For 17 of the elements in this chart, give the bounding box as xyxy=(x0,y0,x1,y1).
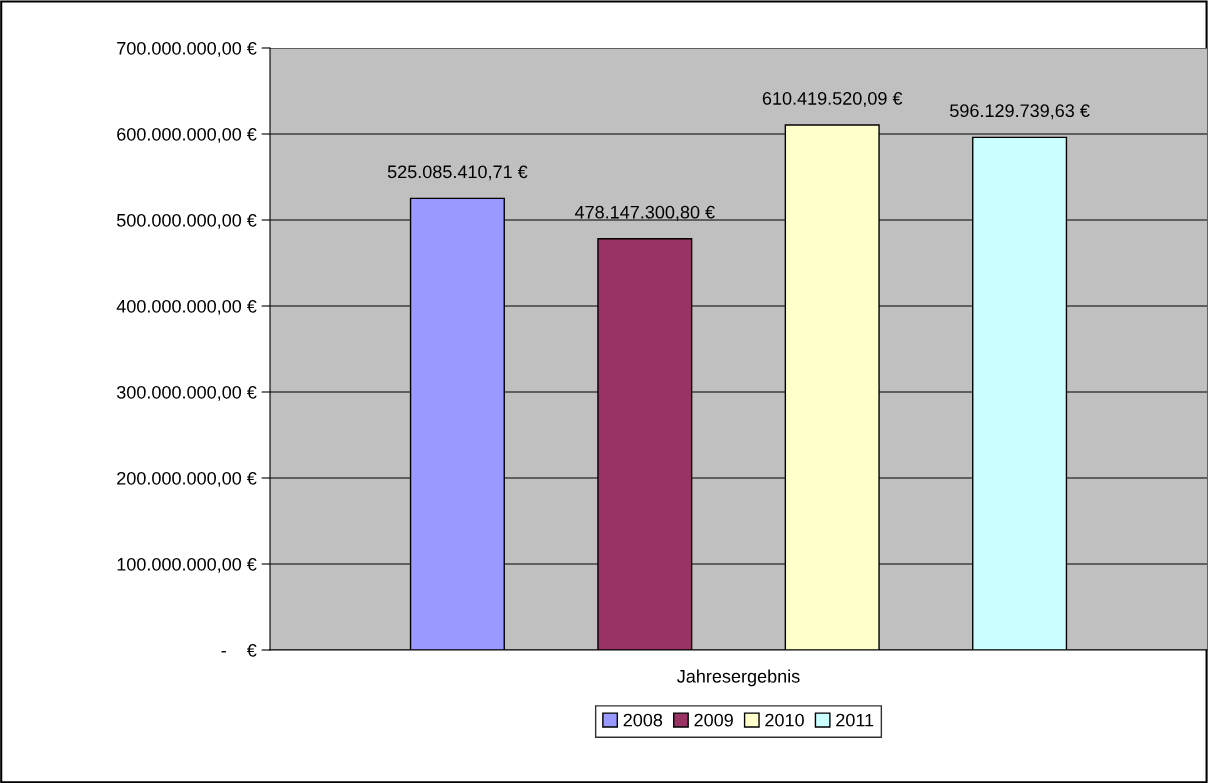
y-tick-label: - € xyxy=(221,643,257,657)
y-tick-label: 600.000.000,00 € xyxy=(117,127,257,143)
data-label: 596.129.739,63 € xyxy=(950,104,1090,120)
legend-label: 2008 xyxy=(623,713,663,727)
legend-label: 2011 xyxy=(836,713,874,727)
x-tick-label: Jahresergebnis xyxy=(677,669,800,687)
data-label: 525.085.410,71 € xyxy=(387,165,528,181)
legend-label: 2009 xyxy=(694,713,733,727)
y-tick-label: 500.000.000,00 € xyxy=(116,213,257,229)
legend-label: 2010 xyxy=(765,713,804,727)
data-label: 478.147.300,80 € xyxy=(574,205,715,221)
y-tick-label: 400.000.000,00 € xyxy=(116,299,257,315)
y-tick-label: 700.000.000,00 € xyxy=(117,41,257,57)
data-label: 610.419.520,09 € xyxy=(762,92,903,107)
y-tick-label: 100.000.000,00 € xyxy=(117,557,257,573)
y-tick-label: 300.000.000,00 € xyxy=(116,385,257,401)
y-tick-label: 200.000.000,00 € xyxy=(117,471,257,487)
